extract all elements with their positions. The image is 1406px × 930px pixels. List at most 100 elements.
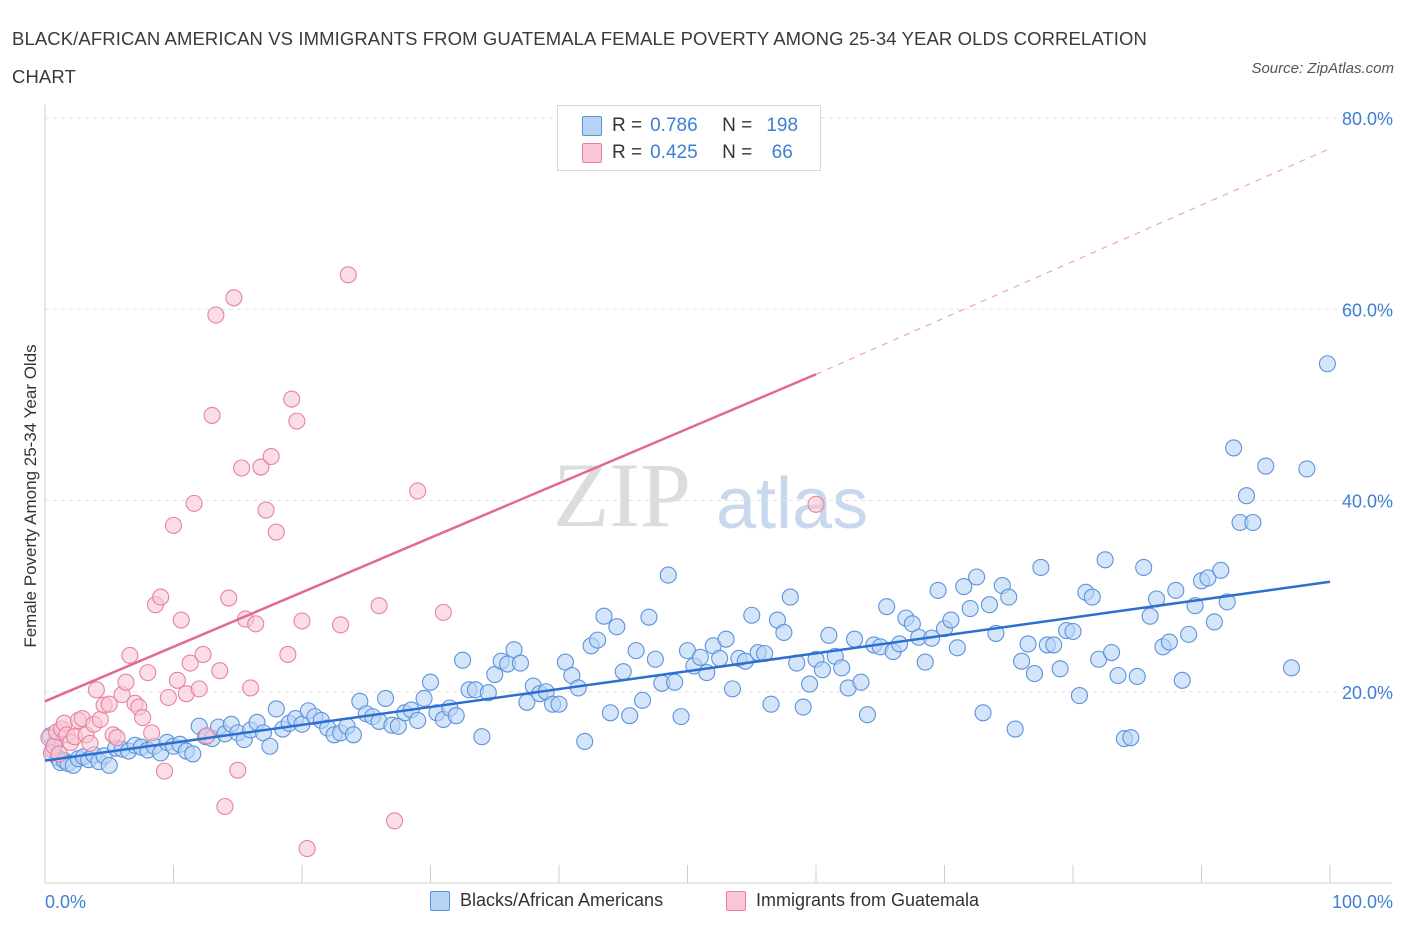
data-point: [1019, 635, 1037, 653]
data-point: [409, 711, 427, 729]
data-point: [1141, 607, 1159, 625]
watermark-atlas: atlas: [716, 464, 868, 544]
data-point: [576, 732, 594, 751]
y-tick-label: 80.0%: [1342, 109, 1393, 129]
data-point: [942, 611, 960, 629]
data-point: [858, 706, 876, 724]
legend-r-value: 0.425: [650, 142, 698, 163]
data-point: [1013, 652, 1031, 670]
data-point: [1298, 460, 1316, 478]
data-point: [172, 611, 190, 629]
legend-n-value: 66: [771, 142, 793, 163]
series-blacks: [41, 355, 1336, 774]
data-point: [247, 615, 265, 633]
legend-n-label: N =: [722, 142, 753, 163]
data-point: [100, 756, 118, 774]
data-point: [621, 707, 639, 725]
data-point: [614, 663, 632, 681]
data-point: [801, 675, 819, 693]
data-point: [81, 734, 99, 752]
data-point: [1109, 666, 1127, 685]
data-point: [916, 653, 934, 671]
data-point: [666, 673, 684, 691]
data-point: [293, 612, 311, 630]
data-point: [242, 679, 260, 697]
data-point: [929, 581, 947, 599]
watermark: ZIP atlas: [553, 444, 868, 546]
legend-item-guatemala[interactable]: Immigrants from Guatemala: [726, 890, 979, 911]
legend-swatch-pink: [726, 890, 746, 911]
data-point: [743, 606, 761, 624]
data-point: [91, 710, 109, 729]
data-point: [415, 689, 433, 707]
x-tick-label: 0.0%: [45, 892, 86, 912]
data-point: [121, 646, 139, 664]
data-point: [257, 501, 275, 519]
data-point: [627, 642, 645, 660]
data-point: [87, 681, 105, 699]
data-point: [339, 266, 357, 284]
y-tick-label: 20.0%: [1342, 683, 1393, 703]
data-point: [762, 695, 780, 713]
data-point: [890, 635, 909, 653]
data-point: [288, 412, 306, 430]
data-point: [601, 704, 619, 722]
data-point: [194, 645, 212, 664]
data-point: [595, 607, 613, 625]
data-point: [216, 797, 234, 816]
data-point: [155, 762, 174, 780]
data-point: [225, 289, 243, 307]
data-point: [185, 494, 203, 512]
data-points: [40, 266, 1336, 858]
data-point: [100, 695, 118, 713]
data-point: [640, 608, 658, 626]
data-point: [252, 458, 270, 476]
data-point: [711, 649, 729, 667]
trend-line-guatemala: [44, 373, 817, 703]
data-point: [421, 673, 440, 691]
data-point: [968, 568, 986, 586]
series-guatemala: [40, 266, 825, 858]
data-point: [833, 659, 851, 677]
trend-lines: [44, 148, 1331, 762]
data-point: [143, 724, 161, 742]
data-point: [1122, 729, 1140, 747]
data-point: [955, 578, 973, 596]
tick-labels: 20.0% 40.0% 60.0% 80.0% 0.0% 100.0%: [45, 109, 1393, 912]
data-point: [1212, 561, 1230, 579]
data-point: [1070, 687, 1088, 705]
data-point: [117, 673, 135, 691]
data-point: [279, 645, 297, 664]
data-point: [1237, 487, 1256, 505]
data-point: [813, 661, 831, 679]
data-point: [159, 688, 177, 707]
data-point: [1225, 439, 1243, 457]
data-point: [1064, 622, 1082, 641]
chart-title: BLACK/AFRICAN AMERICAN VS IMMIGRANTS FRO…: [12, 28, 1147, 87]
data-point: [511, 654, 530, 672]
data-point: [370, 597, 388, 615]
data-point: [139, 664, 157, 682]
data-point: [233, 459, 251, 477]
data-point: [948, 639, 966, 657]
data-point: [1128, 667, 1146, 686]
data-point: [108, 729, 126, 747]
data-point: [820, 626, 838, 644]
data-point: [1032, 558, 1050, 576]
data-point: [1051, 660, 1069, 678]
data-point: [691, 648, 709, 666]
data-point: [1160, 633, 1178, 651]
data-point: [1103, 643, 1121, 662]
data-point: [608, 618, 626, 636]
data-point: [1205, 613, 1223, 631]
data-point: [267, 523, 285, 541]
data-point: [1180, 625, 1198, 643]
legend-item-blacks[interactable]: Blacks/African Americans: [430, 890, 663, 911]
data-point: [331, 616, 350, 634]
data-point: [207, 306, 225, 324]
data-point: [298, 840, 316, 858]
stats-legend: R = 0.786 N = 198 R = 0.425 N = 66: [557, 105, 821, 171]
data-point: [385, 812, 404, 830]
data-point: [1282, 659, 1300, 677]
